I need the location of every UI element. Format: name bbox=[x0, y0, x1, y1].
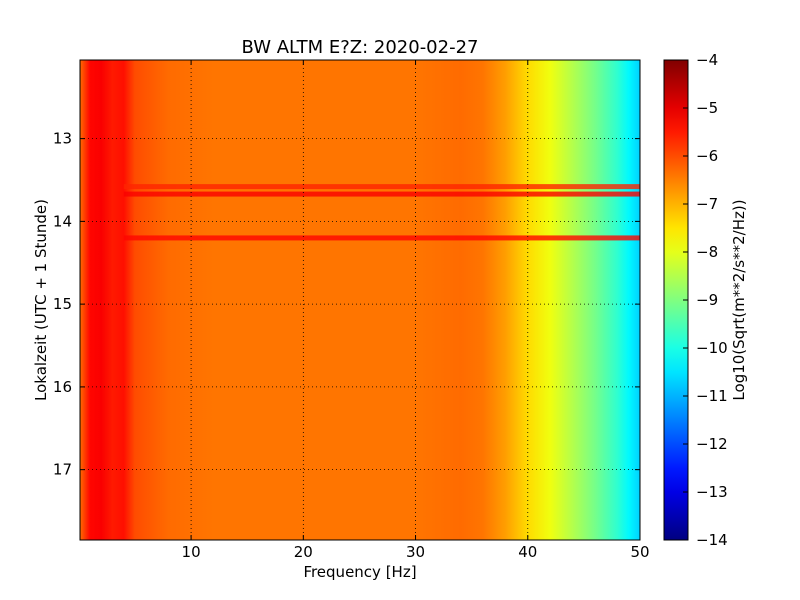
time-band bbox=[123, 235, 641, 241]
colorbar-tick-label: −6 bbox=[696, 147, 718, 165]
x-tick-label: 40 bbox=[518, 543, 537, 561]
x-tick-label: 20 bbox=[294, 543, 313, 561]
chart-title: BW ALTM E?Z: 2020-02-27 bbox=[242, 37, 479, 58]
y-axis-ticks: 13 14 15 16 17 bbox=[53, 130, 640, 479]
colorbar-tick-label: −10 bbox=[696, 339, 728, 357]
colorbar-tick-label: −14 bbox=[696, 531, 728, 549]
y-axis-label: Lokalzeit (UTC + 1 Stunde) bbox=[32, 199, 50, 401]
colorbar-ticks: −4 −5 −6 −7 −8 −9 −10 −11 −12 −13 −14 bbox=[683, 51, 728, 549]
colorbar-tick-label: −4 bbox=[696, 51, 718, 69]
y-tick-label: 13 bbox=[53, 130, 72, 148]
x-tick-label: 50 bbox=[630, 543, 649, 561]
x-axis-ticks: 10 20 30 40 50 bbox=[182, 60, 650, 561]
colorbar-label: Log10(Sqrt(m**2/s**2/Hz)) bbox=[730, 199, 748, 400]
colorbar-tick-label: −12 bbox=[696, 435, 728, 453]
y-tick-label: 14 bbox=[53, 212, 72, 230]
y-tick-label: 17 bbox=[53, 461, 72, 479]
grid-lines bbox=[80, 60, 640, 540]
time-bands bbox=[123, 184, 641, 241]
colorbar-tick-label: −7 bbox=[696, 195, 718, 213]
colorbar-tick-label: −5 bbox=[696, 99, 718, 117]
colorbar-tick-label: −13 bbox=[696, 483, 728, 501]
colorbar-tick-label: −8 bbox=[696, 243, 718, 261]
colorbar-tick-label: −11 bbox=[696, 387, 728, 405]
time-band bbox=[123, 191, 641, 197]
x-tick-label: 10 bbox=[182, 543, 201, 561]
colorbar: −4 −5 −6 −7 −8 −9 −10 −11 −12 −13 −14 Log10(Sqrt(m… bbox=[663, 51, 748, 549]
plot-frame bbox=[79, 59, 641, 541]
spectrogram-field bbox=[80, 60, 640, 540]
y-tick-label: 15 bbox=[53, 295, 72, 313]
colorbar-tick-label: −9 bbox=[696, 291, 718, 309]
y-tick-label: 16 bbox=[53, 378, 72, 396]
plot-area: 10 20 30 40 50 13 14 15 16 17 bbox=[53, 59, 650, 561]
time-band bbox=[123, 184, 641, 190]
x-axis-label: Frequency [Hz] bbox=[303, 563, 416, 581]
x-tick-label: 30 bbox=[406, 543, 425, 561]
